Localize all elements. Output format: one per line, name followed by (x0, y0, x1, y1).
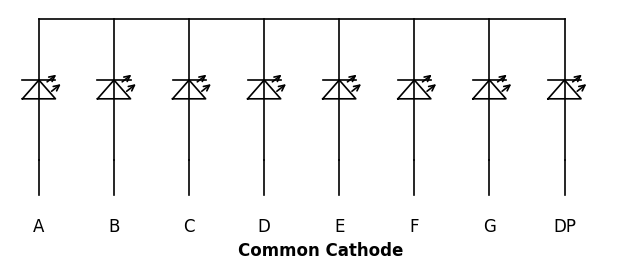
Text: Common Cathode: Common Cathode (238, 242, 403, 259)
Text: G: G (483, 218, 496, 236)
Text: F: F (410, 218, 419, 236)
Text: D: D (258, 218, 271, 236)
Text: B: B (108, 218, 120, 236)
Text: E: E (334, 218, 344, 236)
Text: DP: DP (553, 218, 576, 236)
Text: A: A (33, 218, 45, 236)
Text: C: C (183, 218, 195, 236)
